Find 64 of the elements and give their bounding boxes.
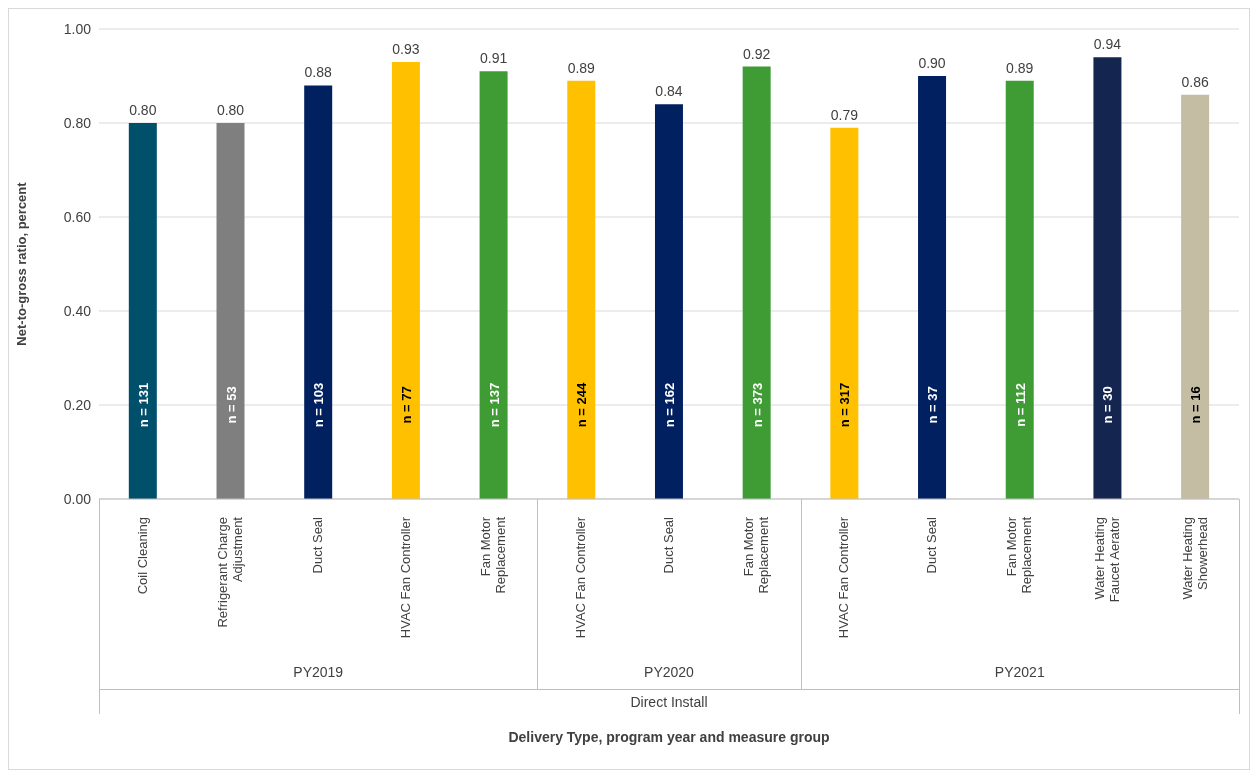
data-label: 0.89 xyxy=(1006,59,1034,76)
data-label: 0.80 xyxy=(216,102,245,118)
bar xyxy=(918,76,947,499)
data-label: 0.84 xyxy=(655,83,683,100)
text: PY2020 xyxy=(643,664,695,680)
bar xyxy=(830,127,859,499)
x-tick-label: Fan Motor Replacement xyxy=(478,516,509,594)
text: PY2021 xyxy=(993,664,1046,680)
data-label: 0.89 xyxy=(567,59,596,76)
x-tick-label: Fan Motor Replacement xyxy=(741,516,772,594)
x-tick-label: Duct Seal xyxy=(924,516,940,574)
data-label: 0.79 xyxy=(830,106,859,123)
x-tick-label: Water Heating Showerhead xyxy=(1179,517,1210,600)
bar xyxy=(1093,57,1122,499)
bar xyxy=(1005,80,1034,499)
y-tick-label: 0.00 xyxy=(63,490,92,507)
annotation: n = 37 xyxy=(925,386,941,424)
y-axis-title: Net-to-gross ratio, percent xyxy=(13,181,29,346)
annotation: n = 373 xyxy=(749,382,765,428)
x-tick-label: Water Heating Faucet Aerator xyxy=(1091,516,1122,603)
annotation: n = 317 xyxy=(837,382,853,428)
x-tick-label: HVAC Fan Controller xyxy=(836,516,852,639)
bar xyxy=(304,85,333,499)
bar xyxy=(567,80,596,499)
bar xyxy=(216,123,245,499)
bar xyxy=(479,71,508,499)
annotation: n = 137 xyxy=(486,382,502,428)
annotation: n = 131 xyxy=(135,382,151,428)
x-tick-label: Refrigerant Charge Adjustment xyxy=(215,516,246,628)
x-tick-label: HVAC Fan Controller xyxy=(573,516,589,639)
y-tick-label: 0.60 xyxy=(63,208,92,225)
text: Delivery Type, program year and measure group xyxy=(507,729,831,745)
data-label: 0.91 xyxy=(479,50,508,67)
y-tick-label: 0.40 xyxy=(63,302,92,319)
x-tick-label: Duct Seal xyxy=(310,516,326,574)
bar xyxy=(654,104,683,499)
bar xyxy=(1181,94,1210,499)
annotation: n = 103 xyxy=(311,382,327,428)
data-label: 0.90 xyxy=(918,55,946,71)
text: PY2019 xyxy=(292,664,345,680)
annotation: n = 53 xyxy=(223,386,239,424)
annotation: n = 77 xyxy=(398,386,414,424)
bar xyxy=(128,123,157,499)
data-label: 0.94 xyxy=(1093,36,1122,53)
annotation: n = 16 xyxy=(1188,386,1204,424)
bar xyxy=(391,61,420,499)
data-label: 0.86 xyxy=(1181,73,1209,90)
y-tick-label: 0.80 xyxy=(63,114,92,131)
data-label: 0.92 xyxy=(743,45,771,62)
data-label: 0.88 xyxy=(304,64,333,81)
annotation: n = 112 xyxy=(1012,383,1028,427)
y-tick-label: 0.20 xyxy=(63,396,92,413)
x-tick-label: HVAC Fan Controller xyxy=(397,516,413,639)
annotation: n = 30 xyxy=(1100,386,1116,424)
annotation: n = 244 xyxy=(574,382,590,428)
data-label: 0.80 xyxy=(129,102,157,118)
y-tick-label: 1.00 xyxy=(63,20,92,37)
annotation: n = 162 xyxy=(661,382,677,428)
text: Direct Install xyxy=(629,694,709,710)
x-tick-label: Duct Seal xyxy=(661,516,676,574)
data-label: 0.93 xyxy=(392,40,420,57)
x-tick-label: Coil Cleaning xyxy=(134,517,150,595)
bar xyxy=(742,66,771,499)
x-tick-label: Fan Motor Replacement xyxy=(1004,516,1035,594)
